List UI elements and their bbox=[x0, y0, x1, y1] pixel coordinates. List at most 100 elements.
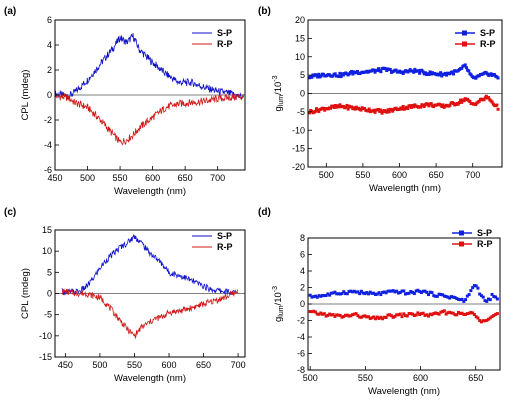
y-tick-label: 20 bbox=[295, 15, 305, 25]
data-point bbox=[439, 71, 443, 75]
data-point bbox=[421, 70, 425, 74]
x-tick-label: 650 bbox=[468, 373, 483, 383]
data-point bbox=[335, 292, 339, 296]
data-point bbox=[496, 107, 500, 111]
data-point bbox=[441, 293, 445, 297]
data-point bbox=[459, 98, 463, 102]
y-tick-label: 6 bbox=[47, 15, 52, 25]
data-point bbox=[346, 107, 350, 111]
data-point bbox=[377, 108, 381, 112]
data-point bbox=[384, 316, 388, 319]
data-point bbox=[349, 289, 353, 293]
data-point bbox=[425, 313, 429, 317]
data-point bbox=[366, 292, 370, 296]
data-point bbox=[448, 310, 452, 314]
data-point bbox=[449, 311, 453, 315]
data-point bbox=[377, 291, 381, 295]
data-point bbox=[370, 316, 374, 320]
data-point bbox=[434, 311, 438, 315]
data-point bbox=[483, 319, 487, 323]
data-point bbox=[467, 311, 471, 315]
y-tick-label: -10 bbox=[39, 331, 52, 341]
y-tick-label: -5 bbox=[44, 310, 52, 320]
data-point bbox=[474, 76, 478, 80]
data-point bbox=[420, 68, 424, 72]
x-tick-label: 500 bbox=[92, 360, 107, 370]
data-point bbox=[476, 286, 480, 290]
data-point bbox=[314, 107, 318, 111]
legend-marker bbox=[459, 241, 464, 247]
data-point bbox=[418, 313, 422, 317]
series-points-r-p bbox=[307, 94, 500, 115]
y-tick-label: 8 bbox=[300, 233, 305, 243]
y-tick-label: -5 bbox=[297, 107, 305, 117]
data-point bbox=[434, 294, 438, 298]
y-tick-label: 4 bbox=[47, 40, 52, 50]
data-point bbox=[344, 313, 348, 317]
data-point bbox=[479, 320, 483, 324]
legend-label-s-p: S-P bbox=[217, 28, 232, 38]
data-point bbox=[412, 105, 416, 109]
y-tick-label: 10 bbox=[295, 52, 305, 62]
data-point bbox=[495, 297, 499, 301]
data-point bbox=[419, 105, 423, 109]
data-point bbox=[444, 312, 448, 316]
data-point bbox=[453, 313, 457, 317]
series-line-r-p bbox=[61, 288, 239, 340]
data-point bbox=[322, 72, 326, 76]
data-point bbox=[416, 311, 420, 315]
data-point bbox=[331, 291, 335, 295]
data-point bbox=[404, 314, 408, 318]
data-point bbox=[365, 291, 369, 295]
data-point bbox=[359, 108, 363, 112]
data-point bbox=[437, 73, 441, 77]
data-point bbox=[490, 315, 494, 319]
data-point bbox=[421, 311, 425, 315]
data-point bbox=[393, 314, 397, 318]
data-point bbox=[460, 100, 464, 104]
data-point bbox=[495, 312, 499, 316]
data-point bbox=[445, 73, 449, 77]
data-point bbox=[412, 314, 416, 318]
data-point bbox=[428, 312, 432, 316]
y-tick-label: 2 bbox=[300, 283, 305, 293]
series-line-s-p bbox=[61, 233, 239, 296]
data-point bbox=[398, 312, 402, 316]
x-tick-label: 600 bbox=[392, 170, 407, 180]
chart-panel-c: (c) 450 500 550 600 650 700 -15 -10 -5 0 5 10 15 Wavel… bbox=[4, 207, 246, 384]
data-point bbox=[342, 290, 346, 294]
data-point bbox=[386, 289, 390, 293]
data-point bbox=[386, 108, 390, 112]
data-point bbox=[494, 312, 498, 316]
data-point bbox=[427, 104, 431, 108]
data-point bbox=[469, 73, 473, 77]
data-point bbox=[340, 292, 344, 296]
data-point bbox=[412, 70, 416, 74]
data-point bbox=[377, 67, 381, 71]
data-point bbox=[328, 312, 332, 316]
data-point bbox=[354, 290, 358, 294]
data-point bbox=[455, 297, 459, 301]
data-point bbox=[484, 94, 488, 98]
data-point bbox=[393, 290, 397, 294]
data-point bbox=[492, 295, 496, 299]
data-point bbox=[312, 309, 316, 313]
data-point bbox=[388, 313, 392, 317]
y-tick-label: -2 bbox=[297, 316, 305, 326]
data-point bbox=[345, 103, 349, 107]
data-point bbox=[388, 67, 392, 71]
data-point bbox=[344, 105, 348, 109]
data-point bbox=[487, 317, 491, 321]
data-point bbox=[351, 290, 355, 294]
x-tick-label: 550 bbox=[358, 373, 373, 383]
data-point bbox=[331, 313, 335, 317]
data-point bbox=[435, 311, 439, 315]
data-point bbox=[427, 314, 430, 318]
data-point bbox=[458, 312, 462, 316]
data-point bbox=[314, 310, 317, 314]
data-point bbox=[471, 286, 475, 290]
data-point bbox=[389, 289, 393, 293]
y-tick-label: 0 bbox=[300, 89, 305, 99]
data-point bbox=[441, 309, 445, 313]
